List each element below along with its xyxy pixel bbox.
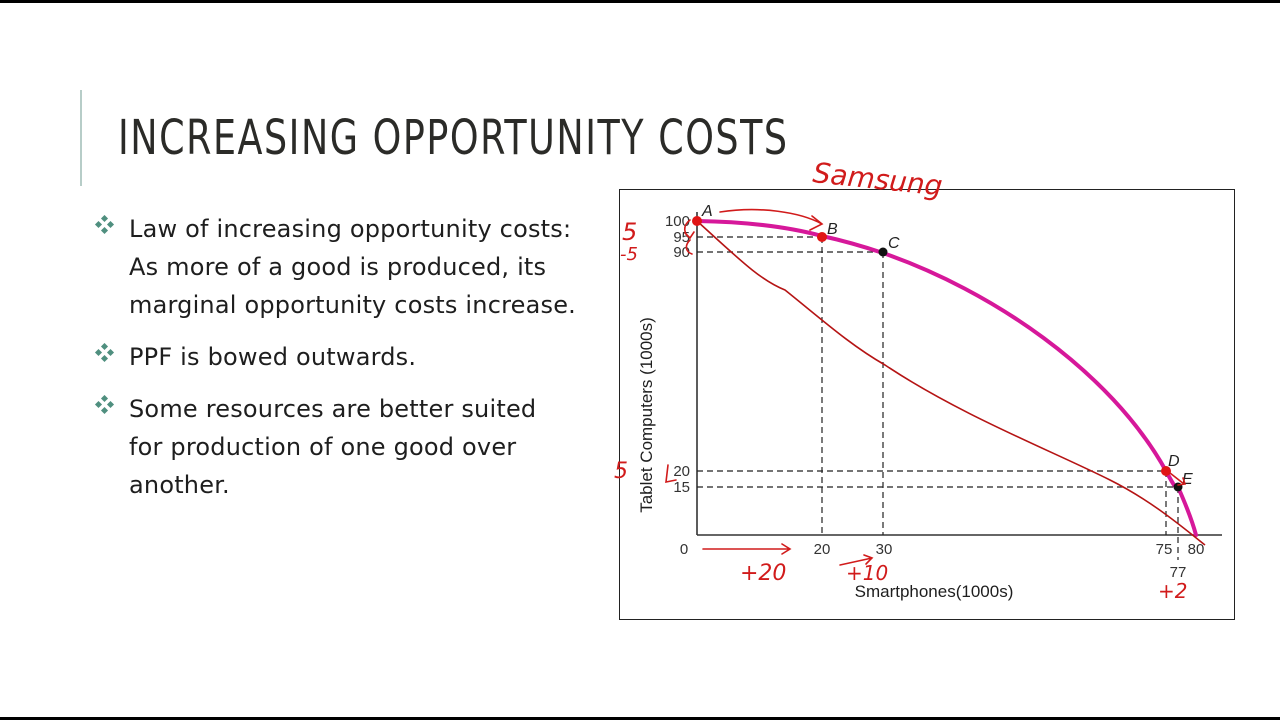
y-tick-20: 20 <box>673 463 690 480</box>
title-accent-rule <box>80 90 82 186</box>
point-e-label: E <box>1182 471 1193 488</box>
annotation-minus-5-top: 5 <box>622 218 637 246</box>
diamond-cluster-bullet-icon <box>94 343 115 363</box>
y-axis-label: Tablet Computers (1000s) <box>637 317 656 513</box>
point-b-marker <box>817 232 827 242</box>
arrow-down-95-90-icon <box>685 239 693 255</box>
diamond-cluster-bullet-icon <box>94 395 115 415</box>
x-tick-80: 80 <box>1188 541 1205 558</box>
arrow-x-0-20-icon <box>702 543 792 555</box>
bullet-line: Law of increasing opportunity costs: <box>129 215 572 243</box>
annotation-minus-5-second: -5 <box>620 244 638 265</box>
top-letterbox-bar <box>0 0 1280 3</box>
bullet-line: marginal opportunity costs increase. <box>129 291 577 319</box>
handwritten-annotations <box>665 208 1187 566</box>
arrow-x-20-30-icon <box>839 554 874 566</box>
bullet-item-ppf: PPF is bowed outwards. <box>94 338 594 376</box>
bullet-line: PPF is bowed outwards. <box>129 343 417 371</box>
annotation-plus-2: +2 <box>1158 579 1187 603</box>
point-a-marker <box>692 216 702 226</box>
bottom-letterbox-bar <box>0 717 1280 720</box>
x-axis-label: Smartphones(1000s) <box>855 582 1014 601</box>
dashed-guides <box>697 236 1179 560</box>
ppf-curve <box>695 219 1198 537</box>
annotation-minus-5-bottom: 5 <box>614 459 628 484</box>
point-d-marker <box>1161 466 1171 476</box>
point-a-label: A <box>701 203 713 220</box>
bullet-line: Some resources are better suited <box>129 395 537 423</box>
arrow-down-100-95-icon <box>683 219 695 240</box>
slide-title: INCREASING OPPORTUNITY COSTS <box>118 110 789 166</box>
point-c-label: C <box>888 235 900 252</box>
bullet-list: Law of increasing opportunity costs: As … <box>94 210 594 518</box>
x-tick-0: 0 <box>680 541 688 558</box>
point-d-label: D <box>1168 453 1180 470</box>
chart-frame <box>619 189 1235 620</box>
bullet-line: another. <box>129 471 230 499</box>
point-b-label: B <box>827 221 838 238</box>
bullet-item-law: Law of increasing opportunity costs: As … <box>94 210 594 324</box>
point-c-marker <box>878 247 888 257</box>
hand-drawn-line <box>696 220 1206 546</box>
x-tick-75: 75 <box>1156 541 1173 558</box>
bullet-line: for production of one good over <box>129 433 517 461</box>
x-tick-77: 77 <box>1170 564 1187 581</box>
annotation-plus-10: +10 <box>846 561 888 585</box>
y-tick-100: 100 <box>665 213 690 230</box>
annotation-plus-20: +20 <box>740 561 786 586</box>
arrow-d-to-e-icon <box>1169 472 1187 486</box>
bullet-line: As more of a good is produced, its <box>129 253 547 281</box>
x-tick-30: 30 <box>876 541 893 558</box>
diamond-cluster-bullet-icon <box>94 215 115 235</box>
y-tick-15: 15 <box>673 479 690 496</box>
bullet-item-resources: Some resources are better suited for pro… <box>94 390 594 504</box>
annotation-samsung: Samsung <box>811 156 944 202</box>
arrow-down-20-15-icon <box>665 464 677 484</box>
x-tick-20: 20 <box>814 541 831 558</box>
arrow-a-to-b-icon <box>719 208 824 231</box>
y-tick-90: 90 <box>673 244 690 261</box>
